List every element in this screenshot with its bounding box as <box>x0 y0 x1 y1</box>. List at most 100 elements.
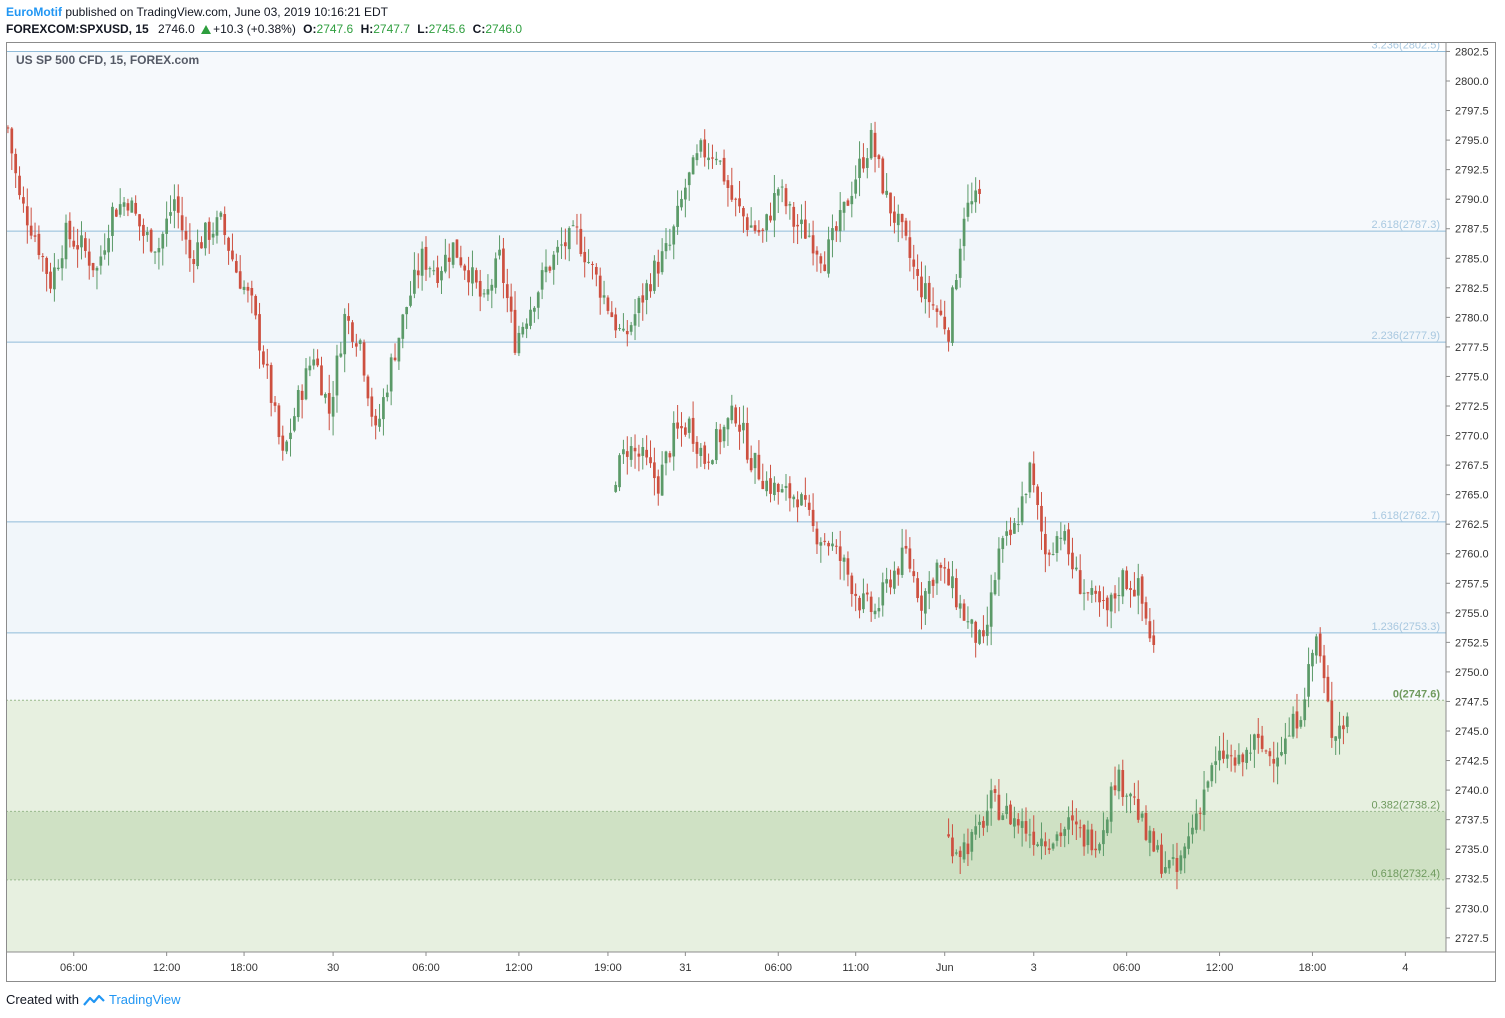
candle-body <box>862 593 865 610</box>
candle-body <box>846 558 850 575</box>
open-value: 2747.6 <box>316 22 354 36</box>
candle-body <box>343 313 347 355</box>
close-label: C: <box>472 22 486 36</box>
candle-body <box>699 140 703 152</box>
candle-body <box>1094 590 1098 594</box>
candle-body <box>722 157 726 182</box>
candle-body <box>1028 834 1032 836</box>
candle-body <box>838 546 842 561</box>
candle-body <box>834 545 838 547</box>
candle-body <box>219 212 223 217</box>
candle-body <box>505 284 509 299</box>
high-label: H: <box>360 22 374 36</box>
candle-body <box>834 226 838 231</box>
candle-body <box>1202 789 1206 815</box>
candle-body <box>1125 795 1128 797</box>
candle-body <box>660 464 664 496</box>
candle-body <box>84 238 87 251</box>
candle-body <box>467 270 470 283</box>
candle-body <box>985 810 989 826</box>
candle-body <box>521 326 525 335</box>
candle-body <box>413 269 416 294</box>
candle-body <box>447 257 451 262</box>
candle-body <box>416 270 420 276</box>
candle-body <box>924 591 927 614</box>
candle-body <box>564 242 567 247</box>
price-chart[interactable]: 3.236(2802.5) 2.618(2787.3) 2.236(2777.9) 1… <box>6 42 1496 982</box>
candle-body <box>656 261 660 274</box>
candle-body <box>525 323 528 329</box>
candle-body <box>37 233 41 256</box>
price-scale-bg <box>1446 42 1496 952</box>
candle-body <box>761 480 765 490</box>
candle-body <box>869 129 873 159</box>
candle-body <box>149 229 153 252</box>
candle-body <box>517 332 521 354</box>
candle-body <box>776 483 780 492</box>
candle-body <box>726 180 730 188</box>
candle-body <box>676 205 679 227</box>
author-link[interactable]: EuroMotif <box>6 5 62 19</box>
candle-body <box>989 592 993 627</box>
candle-body <box>107 238 110 253</box>
footer: Created with TradingView <box>6 992 181 1007</box>
candle-body <box>1256 733 1260 738</box>
candle-body <box>72 240 76 247</box>
candle-body <box>370 396 374 417</box>
candle-body <box>966 202 970 217</box>
candle-body <box>966 843 970 855</box>
candle-body <box>1295 711 1299 729</box>
price-tick-label: 2787.5 <box>1455 224 1489 236</box>
candle-body <box>1113 785 1117 791</box>
close-value: 2746.0 <box>485 22 523 36</box>
candle-body <box>269 365 273 403</box>
candle-body <box>800 219 803 225</box>
candle-body <box>1082 592 1086 594</box>
candle-body <box>997 794 1001 820</box>
candle-body <box>591 263 594 265</box>
candle-body <box>494 258 498 288</box>
candle-body <box>598 275 602 298</box>
candle-body <box>335 355 339 396</box>
candle-body <box>1218 750 1221 761</box>
price-tick-label: 2747.5 <box>1455 696 1489 708</box>
candle-body <box>614 314 618 331</box>
candle-body <box>1194 813 1198 830</box>
candle-body <box>1287 735 1291 737</box>
candle-body <box>610 312 614 318</box>
candle-body <box>1071 552 1074 570</box>
candle-body <box>1113 593 1117 599</box>
candle-body <box>327 393 331 414</box>
candle-body <box>920 595 923 611</box>
candle-body <box>575 226 579 228</box>
candle-body <box>695 441 699 454</box>
tradingview-link[interactable]: TradingView <box>108 992 181 1007</box>
candle-body <box>637 297 641 314</box>
candle-body <box>1074 821 1078 825</box>
candle-body <box>749 458 753 471</box>
candle-body <box>745 217 749 231</box>
candle-body <box>6 127 10 129</box>
candle-body <box>1063 829 1067 836</box>
fib-zone-0382-0618 <box>6 811 1446 880</box>
candle-body <box>765 214 768 231</box>
candle-body <box>842 201 846 213</box>
candle-body <box>865 592 869 595</box>
candle-body <box>1129 793 1132 797</box>
candle-body <box>53 267 56 290</box>
time-tick-label: 31 <box>679 962 691 974</box>
candle-body <box>629 325 633 332</box>
price-tick-label: 2800.0 <box>1455 76 1489 88</box>
candle-body <box>180 215 184 231</box>
candle-body <box>908 237 912 258</box>
candle-body <box>951 837 954 857</box>
candle-body <box>1102 600 1105 602</box>
price-tick-label: 2785.0 <box>1455 253 1489 265</box>
candle-body <box>455 239 459 258</box>
candle-body <box>753 452 757 469</box>
candle-body <box>176 196 180 213</box>
price-tick-label: 2730.0 <box>1455 903 1489 915</box>
candle-body <box>684 187 687 200</box>
candle-body <box>966 621 970 623</box>
candle-body <box>339 353 343 357</box>
